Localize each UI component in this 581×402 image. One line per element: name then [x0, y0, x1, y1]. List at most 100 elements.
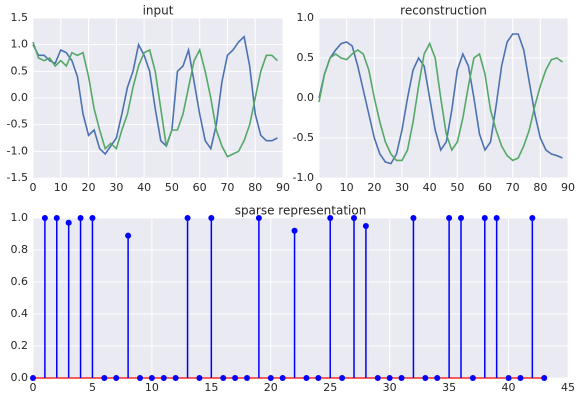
y-tick-label: 0.0 — [11, 91, 29, 104]
stem-marker — [410, 215, 417, 221]
y-tick-label: -0.5 — [7, 118, 28, 131]
stem-marker — [446, 215, 453, 221]
subplot: reconstruction 0 10 20 30 40 50 60 70 80 90 -1.0 -0.… — [293, 4, 575, 195]
stem-marker — [172, 375, 179, 381]
x-tick-label: 0 — [316, 181, 323, 194]
line-series — [318, 41, 563, 162]
x-tick-label: 70 — [220, 181, 234, 194]
y-tick-label: 0.6 — [11, 275, 29, 288]
plot-background — [33, 218, 568, 378]
x-tick-label: 45 — [561, 381, 575, 394]
subplot: input 0 10 20 30 40 50 60 70 80 90 -1.5 -1.0 -0.5 0.0 0… — [7, 4, 290, 195]
x-tick-label: 90 — [561, 181, 575, 194]
x-tick-label: 70 — [506, 181, 520, 194]
x-tick-label: 35 — [442, 381, 456, 394]
x-tick-label: 80 — [248, 181, 262, 194]
stem-marker — [386, 375, 393, 381]
x-tick-label: 15 — [204, 381, 218, 394]
stem-marker — [517, 375, 524, 381]
stem-marker — [458, 215, 464, 221]
x-tick-label: 0 — [30, 381, 37, 394]
y-tick-label: 0.4 — [11, 307, 29, 320]
stem-marker — [434, 375, 441, 381]
stem-marker — [351, 215, 357, 221]
stem-marker — [77, 215, 84, 221]
subplot-title: reconstruction — [400, 4, 487, 18]
stem-marker — [327, 215, 334, 221]
stem-marker — [244, 375, 250, 381]
stem-marker — [53, 215, 60, 221]
x-tick-label: 10 — [145, 381, 159, 394]
y-tick-label: 0.0 — [11, 371, 29, 384]
stem-marker — [481, 215, 488, 221]
y-tick-label: 1.0 — [11, 38, 29, 51]
x-tick-label: 25 — [323, 381, 337, 394]
y-tick-label: 0.5 — [11, 64, 29, 77]
line-series — [318, 33, 563, 165]
stem-marker — [148, 375, 155, 381]
stem-marker — [220, 375, 227, 381]
x-tick-label: 30 — [109, 181, 123, 194]
stem-marker — [41, 215, 48, 221]
stem-marker — [493, 215, 500, 221]
y-tick-label: 0.8 — [11, 243, 29, 256]
stem-marker — [160, 375, 167, 381]
stem-marker — [279, 375, 286, 381]
stem-marker — [30, 375, 36, 381]
y-tick-label: 1.5 — [11, 11, 29, 24]
x-tick-label: 60 — [193, 181, 207, 194]
stem-marker — [267, 375, 274, 381]
x-tick-label: 80 — [533, 181, 547, 194]
y-tick-label: -1.0 — [7, 144, 28, 157]
stem-marker — [398, 375, 405, 381]
x-tick-label: 10 — [54, 181, 68, 194]
stem-marker — [255, 215, 262, 221]
stem-marker — [208, 215, 215, 221]
x-tick-label: 50 — [450, 181, 464, 194]
x-tick-label: 50 — [165, 181, 179, 194]
subplot-title: input — [143, 4, 174, 18]
y-tick-label: 0.5 — [297, 51, 315, 64]
y-tick-label: 1.0 — [297, 11, 315, 24]
subplot-title: sparse representation — [235, 204, 367, 218]
stem-marker — [184, 215, 191, 221]
x-tick-label: 60 — [478, 181, 492, 194]
x-tick-label: 20 — [82, 181, 96, 194]
stem-marker — [101, 375, 108, 381]
stem-marker — [232, 375, 239, 381]
stem-marker — [65, 219, 72, 226]
x-tick-label: 90 — [276, 181, 290, 194]
stem-marker — [303, 375, 310, 381]
x-tick-label: 30 — [383, 381, 397, 394]
y-tick-label: 0.0 — [297, 91, 315, 104]
stem-marker — [339, 375, 346, 381]
stem-marker — [125, 232, 132, 239]
stem-marker — [529, 215, 536, 221]
stem-marker — [137, 375, 143, 381]
stem-marker — [422, 375, 429, 381]
x-tick-label: 40 — [502, 381, 516, 394]
x-tick-label: 40 — [423, 181, 437, 194]
x-tick-label: 5 — [89, 381, 96, 394]
y-tick-label: -1.5 — [7, 171, 28, 184]
stem-marker — [113, 375, 120, 381]
x-tick-label: 20 — [264, 381, 278, 394]
stem-marker — [315, 375, 322, 381]
x-tick-label: 40 — [137, 181, 151, 194]
y-tick-label: -0.5 — [293, 131, 314, 144]
line-series — [32, 35, 278, 156]
x-tick-label: 10 — [340, 181, 354, 194]
line-series — [32, 41, 278, 158]
y-tick-label: 1.0 — [11, 211, 29, 224]
stem-marker — [541, 375, 548, 381]
x-tick-label: 30 — [395, 181, 409, 194]
stem-marker — [291, 227, 298, 234]
y-tick-label: -1.0 — [293, 171, 314, 184]
subplot: sparse representation 0 5 10 15 20 25 30 35 40 45 0… — [11, 204, 576, 395]
x-tick-label: 0 — [30, 181, 37, 194]
stem-marker — [196, 375, 203, 381]
stem-marker — [89, 215, 96, 221]
stem-marker — [469, 375, 476, 381]
x-tick-label: 20 — [367, 181, 381, 194]
